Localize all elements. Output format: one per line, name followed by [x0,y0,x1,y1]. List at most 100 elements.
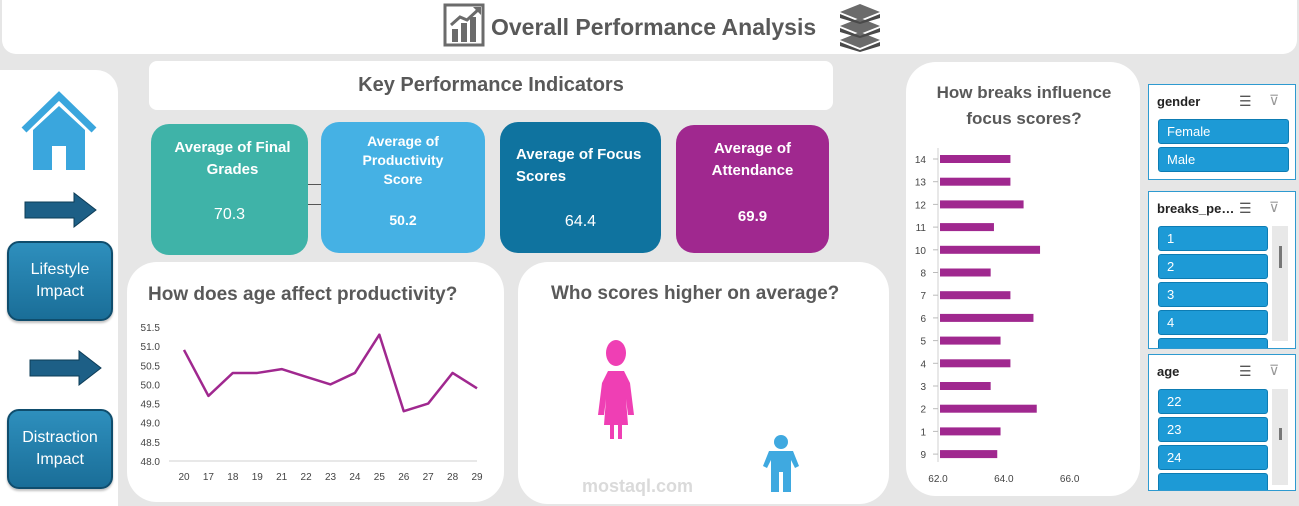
scrollbar-thumb[interactable] [1279,246,1282,268]
slicer-item[interactable]: 23 [1158,417,1268,442]
male-figure-icon [763,435,799,492]
y-tick-label: 5 [920,337,926,348]
multi-select-icon[interactable]: ☰ [1239,200,1252,216]
y-tick-label: 50.0 [141,380,161,391]
kpi-label: Average of Final Grades [174,139,291,178]
y-tick-label: 4 [920,359,926,370]
y-tick-label: 49.0 [141,419,161,430]
bar [940,359,1011,368]
y-tick-label: 10 [915,246,927,257]
x-tick-label: 23 [325,472,337,483]
x-tick-label: 26 [398,472,410,483]
watermark: mostaql.com [582,476,694,496]
kpi-card-productivity: Average of Productivity Score 50.2 [321,122,485,253]
bar [940,245,1041,254]
slicer-item[interactable]: 2 [1158,254,1268,279]
x-tick-label: 28 [447,472,459,483]
x-tick-label: 24 [349,472,361,483]
slicer-item[interactable]: 3 [1158,282,1268,307]
kpi-header-title: Key Performance Indicators [358,74,624,96]
gender-chart-title: Who scores higher on average? [551,283,840,304]
kpi-label: Average of Focus Scores [516,146,642,185]
kpi-card-focus: Average of Focus Scores 64.4 [500,122,661,253]
y-tick-label: 8 [920,269,926,280]
slicer-title: gender [1157,94,1201,109]
kpi-card-final-grades: Average of Final Grades 70.3 [151,124,308,255]
y-tick-label: 6 [920,314,926,325]
bar [940,223,994,232]
slicer-item[interactable]: Male [1158,147,1289,172]
page-title: Overall Performance Analysis [491,14,817,40]
bar [940,313,1034,322]
chart-icon [443,3,485,47]
slicer-item[interactable]: 22 [1158,389,1268,414]
distraction-impact-button[interactable]: Distraction Impact [7,409,113,489]
kpi-value: 64.4 [564,213,597,230]
bar [940,177,1011,186]
y-tick-label: 11 [916,223,927,234]
kpi-card-attendance: Average of Attendance 69.9 [676,125,829,253]
arrow-right-icon [29,350,102,386]
kpi-value: 50.2 [389,212,417,228]
connector-line [304,184,324,205]
gender-slicer: gender ☰ ⊽ Female Male [1148,84,1296,180]
age-line-chart: 51.5 51.0 50.5 50.0 49.5 49.0 48.5 48.0 20 17 18 19… [141,323,483,483]
arrow-right-icon [24,192,97,228]
x-tick-label: 25 [374,472,386,483]
x-tick-label: 29 [471,472,483,483]
slicer-item[interactable]: Female [1158,119,1289,144]
y-tick-label: 7 [920,291,926,302]
x-tick-label: 18 [227,472,239,483]
x-tick-label: 22 [301,472,313,483]
breaks-slicer: breaks_pe… ☰ ⊽ 1 2 3 4 [1148,191,1296,349]
x-tick-label: 21 [276,472,288,483]
slicer-item[interactable]: 4 [1158,310,1268,335]
clear-filter-icon[interactable]: ⊽ [1269,199,1280,215]
age-slicer: age ☰ ⊽ 22 23 24 [1148,354,1296,491]
y-tick-label: 13 [915,178,927,189]
bar [940,268,991,277]
slicer-item[interactable]: 1 [1158,226,1268,251]
lifestyle-impact-button[interactable]: Lifestyle Impact [7,241,113,321]
breaks-focus-panel: How breaks influence focus scores? 14 13 1… [906,62,1140,496]
y-tick-label: 9 [920,450,926,461]
slicer-item[interactable] [1158,473,1268,490]
x-tick-label: 17 [203,472,215,483]
bar [940,404,1037,413]
y-tick-label: 51.5 [141,323,161,334]
scrollbar[interactable] [1272,226,1288,341]
clear-filter-icon[interactable]: ⊽ [1269,362,1280,378]
multi-select-icon[interactable]: ☰ [1239,93,1252,109]
multi-select-icon[interactable]: ☰ [1239,363,1252,379]
x-tick-label: 19 [252,472,264,483]
scrollbar-thumb[interactable] [1279,428,1282,440]
y-tick-label: 51.0 [141,342,161,353]
age-productivity-panel: How does age affect productivity? 51.5 51… [127,262,504,502]
home-icon[interactable] [20,90,98,172]
bar [940,450,998,459]
slicer-title: age [1157,364,1180,379]
gender-panel: Who scores higher on average? mostaql.co… [518,262,889,504]
female-figure-icon [598,340,634,439]
x-tick-label: 64.0 [994,474,1014,485]
slicer-item[interactable]: 24 [1158,445,1268,470]
x-tick-label: 20 [178,472,190,483]
productivity-line [182,333,478,413]
breaks-bar-chart: 14 13 12 11 10 8 7 6 5 4 3 2 1 9 62.0 64.0 66.0 [915,148,1080,485]
bar [940,155,1011,163]
kpi-label: Average of Productivity Score [362,133,444,187]
x-tick-label: 62.0 [928,474,948,485]
y-tick-label: 48.0 [141,457,161,468]
x-tick-label: 66.0 [1060,474,1080,485]
clear-filter-icon[interactable]: ⊽ [1269,92,1280,108]
kpi-label: Average of Attendance [711,140,794,179]
slicer-title: breaks_pe… [1157,201,1235,216]
y-tick-label: 48.5 [141,438,161,449]
y-tick-label: 3 [920,382,926,393]
age-chart-title: How does age affect productivity? [148,284,458,305]
bar [940,336,1001,345]
kpi-value: 70.3 [213,206,246,223]
slicer-item[interactable] [1158,338,1268,348]
bar [940,291,1011,300]
books-icon [840,4,880,52]
